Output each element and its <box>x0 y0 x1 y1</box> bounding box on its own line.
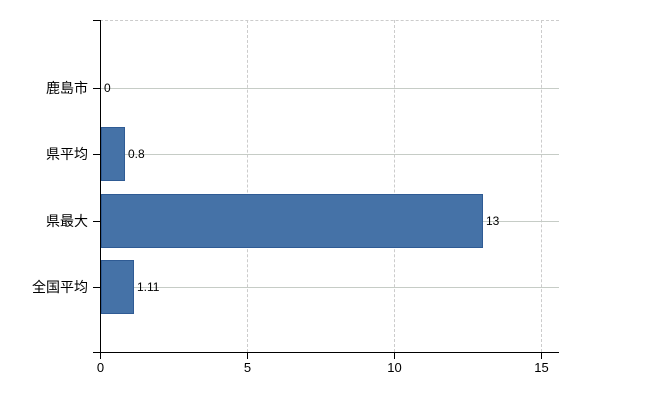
grid-line-vertical <box>247 20 248 352</box>
x-axis-tick <box>541 353 542 359</box>
x-axis-tick <box>394 353 395 359</box>
bar-value-label: 0.8 <box>128 147 145 161</box>
category-label: 鹿島市 <box>46 79 88 96</box>
category-tick <box>93 87 100 89</box>
y-axis-top-tick <box>93 20 100 21</box>
bar[interactable] <box>101 127 125 181</box>
x-tick-label: 5 <box>243 360 252 375</box>
category-label: 県平均 <box>46 146 88 162</box>
bar-value-label: 0 <box>104 80 111 95</box>
plot-top-border <box>100 20 559 21</box>
grid-line-horizontal <box>100 87 559 89</box>
grid-line-horizontal <box>100 287 559 288</box>
bar-value-label: 1.11 <box>137 280 160 294</box>
grid-line-vertical <box>394 20 395 352</box>
category-label: 全国平均 <box>32 279 88 295</box>
bar[interactable] <box>101 260 134 314</box>
x-axis-line <box>93 352 559 353</box>
x-tick-label: 15 <box>534 360 549 375</box>
bar[interactable] <box>101 193 483 248</box>
grid-line-horizontal <box>100 154 559 155</box>
category-tick <box>93 220 100 222</box>
x-axis-tick <box>247 353 248 359</box>
x-axis-tick <box>100 353 101 359</box>
category-label: 県最大 <box>46 212 88 229</box>
x-tick-label: 0 <box>96 360 105 375</box>
grid-line-vertical <box>541 20 542 352</box>
category-tick <box>93 287 100 288</box>
bar-value-label: 13 <box>486 213 500 228</box>
category-tick <box>93 154 100 155</box>
x-tick-label: 10 <box>387 360 402 375</box>
y-axis-line <box>100 20 101 353</box>
